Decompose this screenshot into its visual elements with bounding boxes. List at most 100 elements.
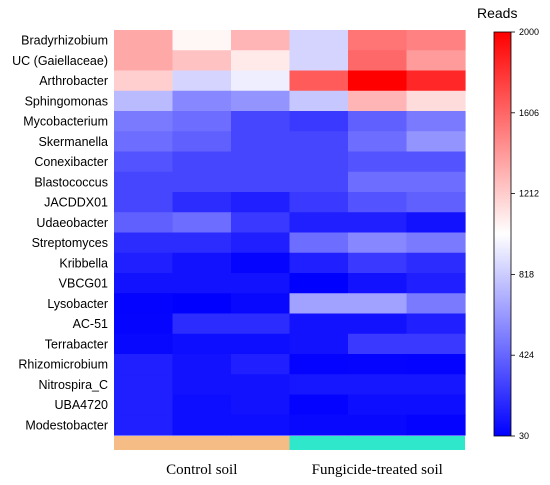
heatmap-cell (289, 70, 349, 92)
heatmap-cell (114, 30, 174, 51)
heatmap-cell (231, 50, 291, 72)
heatmap-cell (231, 111, 291, 132)
heatmap-cell (289, 293, 349, 315)
heatmap-cell (289, 394, 349, 416)
row-label: Terrabacter (45, 337, 108, 351)
heatmap-cell (348, 212, 408, 234)
heatmap-cell (406, 171, 466, 193)
heatmap-cell (231, 232, 291, 254)
heatmap-cell (289, 273, 349, 294)
heatmap-cell (114, 414, 174, 436)
heatmap-cell (289, 374, 349, 396)
colorbar-tick-label: 2000 (519, 27, 539, 37)
heatmap-cell (172, 111, 232, 132)
row-labels: Bradyrhizobium UC (Gaiellaceae) Arthrobact… (12, 34, 108, 433)
heatmap-cell (406, 90, 466, 112)
heatmap-cell (348, 313, 408, 335)
heatmap-cell (114, 151, 174, 173)
heatmap-cell (231, 70, 291, 92)
heatmap-cell (348, 252, 408, 274)
heatmap-cell (289, 90, 349, 112)
heatmap-cell (114, 273, 174, 294)
colorbar-gradient (493, 31, 512, 437)
row-label: Skermanella (39, 135, 109, 149)
heatmap-cell (289, 414, 349, 436)
heatmap-cell (114, 90, 174, 112)
heatmap-cell (289, 131, 349, 153)
heatmap-cell (114, 354, 174, 375)
heatmap-cell (172, 192, 232, 213)
heatmap-cell (114, 394, 174, 416)
heatmap-cell (348, 394, 408, 416)
heatmap-cell (172, 313, 232, 335)
row-label: VBCG01 (59, 277, 108, 291)
colorbar-title: Reads (477, 5, 517, 21)
heatmap-cell (348, 232, 408, 254)
heatmap-cell (231, 151, 291, 173)
row-label: Sphingomonas (25, 94, 108, 108)
heatmap-cell (289, 313, 349, 335)
heatmap-cell (406, 252, 466, 274)
heatmap-cell (289, 50, 349, 72)
heatmap-cell (348, 414, 408, 436)
heatmap-cell (348, 90, 408, 112)
colorbar-ticks: 2000 1606 1212 818 424 30 (511, 27, 539, 441)
heatmap-cell (172, 212, 232, 234)
heatmap-cell (231, 414, 291, 436)
heatmap-cell (172, 232, 232, 254)
heatmap-cell (114, 50, 174, 72)
group-bar (114, 436, 290, 450)
heatmap-cell (172, 414, 232, 436)
heatmap-cell (172, 70, 232, 92)
heatmap-cell (348, 192, 408, 213)
heatmap-cell (231, 90, 291, 112)
heatmap-cell (231, 252, 291, 274)
heatmap-cell (231, 131, 291, 153)
heatmap-cell (289, 171, 349, 193)
heatmap-cell (406, 293, 466, 315)
heatmap-cell (172, 30, 232, 51)
colorbar-tick-label: 30 (519, 431, 529, 441)
row-label: Lysobacter (47, 297, 108, 311)
row-label: UC (Gaiellaceae) (12, 54, 108, 68)
heatmap-cell (406, 50, 466, 72)
group-bars: Control soil Fungicide-treated soil (114, 436, 465, 478)
row-label: Bradyrhizobium (21, 34, 108, 48)
heatmap-cell (348, 273, 408, 294)
heatmap-cell (348, 171, 408, 193)
heatmap-cell (231, 374, 291, 396)
row-label: Blastococcus (34, 175, 108, 189)
heatmap-cell (231, 333, 291, 355)
heatmap-cell (231, 293, 291, 315)
heatmap-cell (289, 30, 349, 51)
heatmap-cell (289, 151, 349, 173)
heatmap-cell (114, 111, 174, 132)
group-bar (289, 436, 465, 450)
heatmap-cell (114, 232, 174, 254)
heatmap-cell (348, 50, 408, 72)
heatmap-cell (172, 151, 232, 173)
heatmap-cell (406, 273, 466, 294)
heatmap-cell (231, 192, 291, 213)
row-label: Streptomyces (32, 236, 108, 250)
row-label: Modestobacter (25, 418, 108, 432)
row-label: JACDDX01 (44, 196, 108, 210)
heatmap-cell (114, 313, 174, 335)
heatmap-cell (231, 30, 291, 51)
heatmap-cell (289, 354, 349, 375)
colorbar-tick-label: 424 (519, 350, 534, 360)
heatmap-cell (114, 131, 174, 153)
colorbar-tick-label: 1606 (519, 108, 539, 118)
heatmap-cells (114, 30, 466, 436)
heatmap-cell (348, 354, 408, 375)
heatmap-cell (172, 354, 232, 375)
heatmap-cell (172, 252, 232, 274)
heatmap-cell (406, 354, 466, 375)
heatmap-cell (406, 111, 466, 132)
colorbar-tick-label: 1212 (519, 189, 539, 199)
heatmap-cell (172, 90, 232, 112)
heatmap-cell (348, 111, 408, 132)
heatmap-cell (348, 70, 408, 92)
row-label: Rhizomicrobium (18, 358, 108, 372)
